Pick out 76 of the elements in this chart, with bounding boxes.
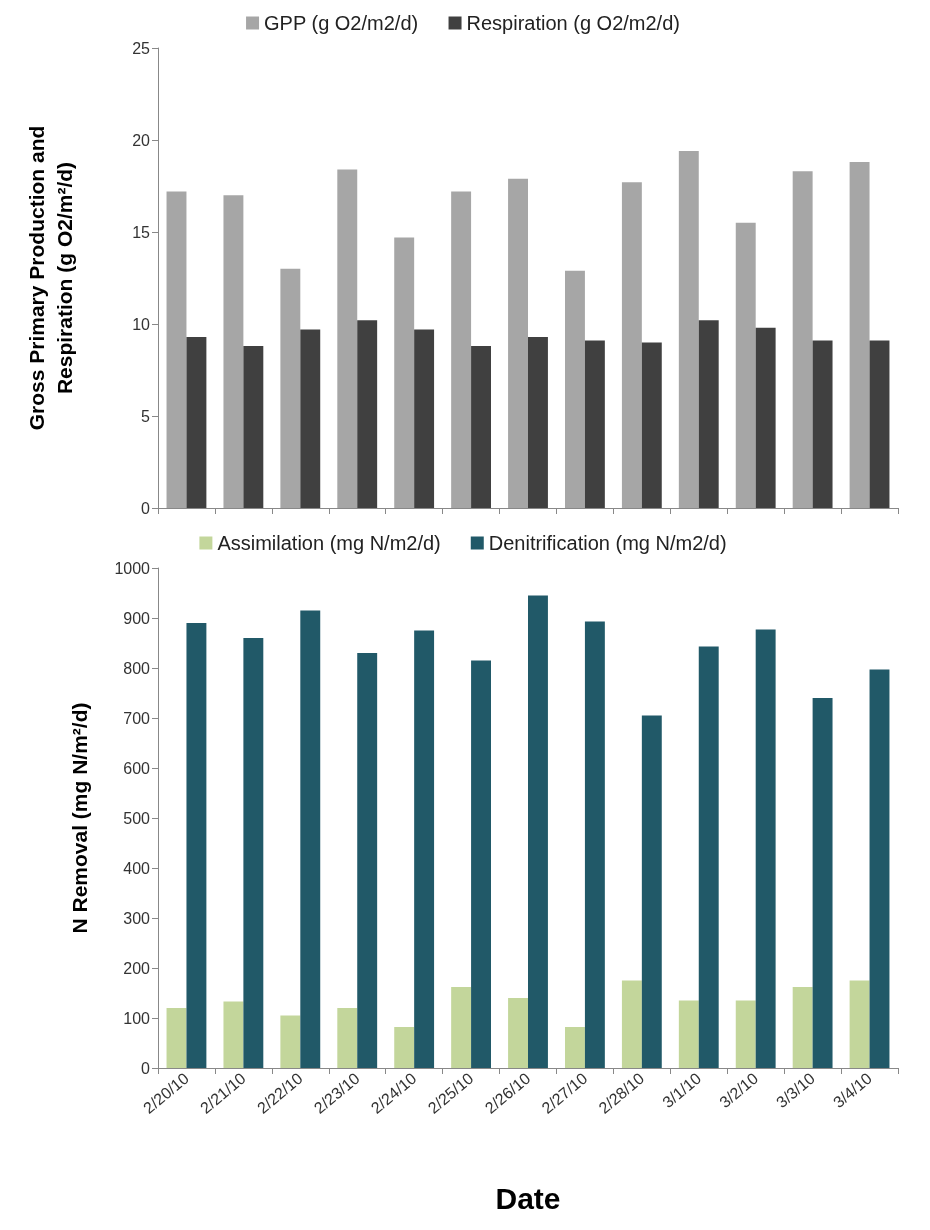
- bar: [186, 623, 207, 1068]
- bar: [849, 980, 870, 1068]
- bar: [792, 171, 813, 508]
- legend-label: Denitrification (mg N/m2/d): [488, 532, 727, 554]
- bar: [698, 320, 719, 508]
- bar: [678, 1000, 699, 1068]
- bar: [528, 336, 548, 508]
- bar: [641, 715, 662, 1068]
- y-tick-label: 200: [123, 959, 151, 977]
- bar: [451, 987, 472, 1068]
- y-tick-label: 15: [132, 223, 151, 241]
- bar: [357, 320, 378, 508]
- bar: [471, 660, 491, 1068]
- bar: [698, 646, 719, 1068]
- bar: [678, 151, 699, 508]
- x-axis-title: Date: [495, 1181, 561, 1215]
- bar: [508, 178, 528, 508]
- bar: [641, 342, 662, 508]
- bar: [300, 610, 321, 1068]
- bar: [451, 191, 472, 508]
- bar: [869, 340, 890, 508]
- bar: [471, 346, 491, 508]
- bar: [755, 629, 776, 1068]
- bar: [300, 329, 321, 508]
- bar: [812, 340, 833, 508]
- y-tick-label: 1000: [114, 559, 151, 577]
- y-tick-label: 5: [141, 407, 151, 425]
- y-tick-label: 10: [132, 315, 151, 333]
- bar: [357, 653, 378, 1068]
- y-tick-label: 0: [141, 499, 151, 517]
- y-axis-title: Gross Primary Production and Respiration (g O2/m²/d): [24, 125, 76, 431]
- legend-label: Assimilation (mg N/m2/d): [217, 532, 441, 554]
- bar: [528, 595, 548, 1068]
- y-tick-label: 800: [123, 659, 151, 677]
- bar: [621, 980, 642, 1068]
- bar: [735, 222, 756, 508]
- bar: [508, 998, 528, 1068]
- bar: [565, 1027, 585, 1068]
- y-tick-label: 25: [132, 39, 151, 57]
- bar: [414, 630, 435, 1068]
- bar: [394, 1027, 415, 1068]
- bar: [223, 195, 244, 508]
- y-tick-label: 0: [141, 1059, 151, 1077]
- bar: [584, 340, 605, 508]
- bar: [869, 669, 890, 1068]
- bar: [223, 1001, 244, 1068]
- legend-label: Respiration (g O2/m2/d): [466, 12, 680, 34]
- bar: [337, 1008, 358, 1068]
- bar: [243, 346, 264, 508]
- legend-label: GPP (g O2/m2/d): [264, 12, 419, 34]
- y-tick-label: 400: [123, 859, 151, 877]
- bar: [243, 638, 264, 1068]
- y-tick-label: 600: [123, 759, 151, 777]
- bar: [849, 162, 870, 508]
- bar: [755, 327, 776, 508]
- bar: [735, 1000, 756, 1068]
- bar: [414, 329, 435, 508]
- y-axis-title: N Removal (mg N/m²/d): [67, 702, 91, 934]
- bar: [394, 237, 415, 508]
- bar: [584, 621, 605, 1068]
- bar: [166, 1008, 187, 1068]
- bar: [812, 698, 833, 1068]
- y-tick-label: 300: [123, 909, 151, 927]
- bar: [166, 191, 187, 508]
- bar: [280, 1015, 301, 1068]
- y-tick-label: 500: [123, 809, 151, 827]
- y-tick-label: 20: [132, 131, 151, 149]
- bar: [337, 169, 358, 508]
- bar: [621, 182, 642, 508]
- y-tick-label: 900: [123, 609, 151, 627]
- bar: [565, 270, 585, 508]
- y-tick-label: 100: [123, 1009, 151, 1027]
- bar: [792, 987, 813, 1068]
- y-tick-label: 700: [123, 709, 151, 727]
- bar: [186, 336, 207, 508]
- bar: [280, 268, 301, 508]
